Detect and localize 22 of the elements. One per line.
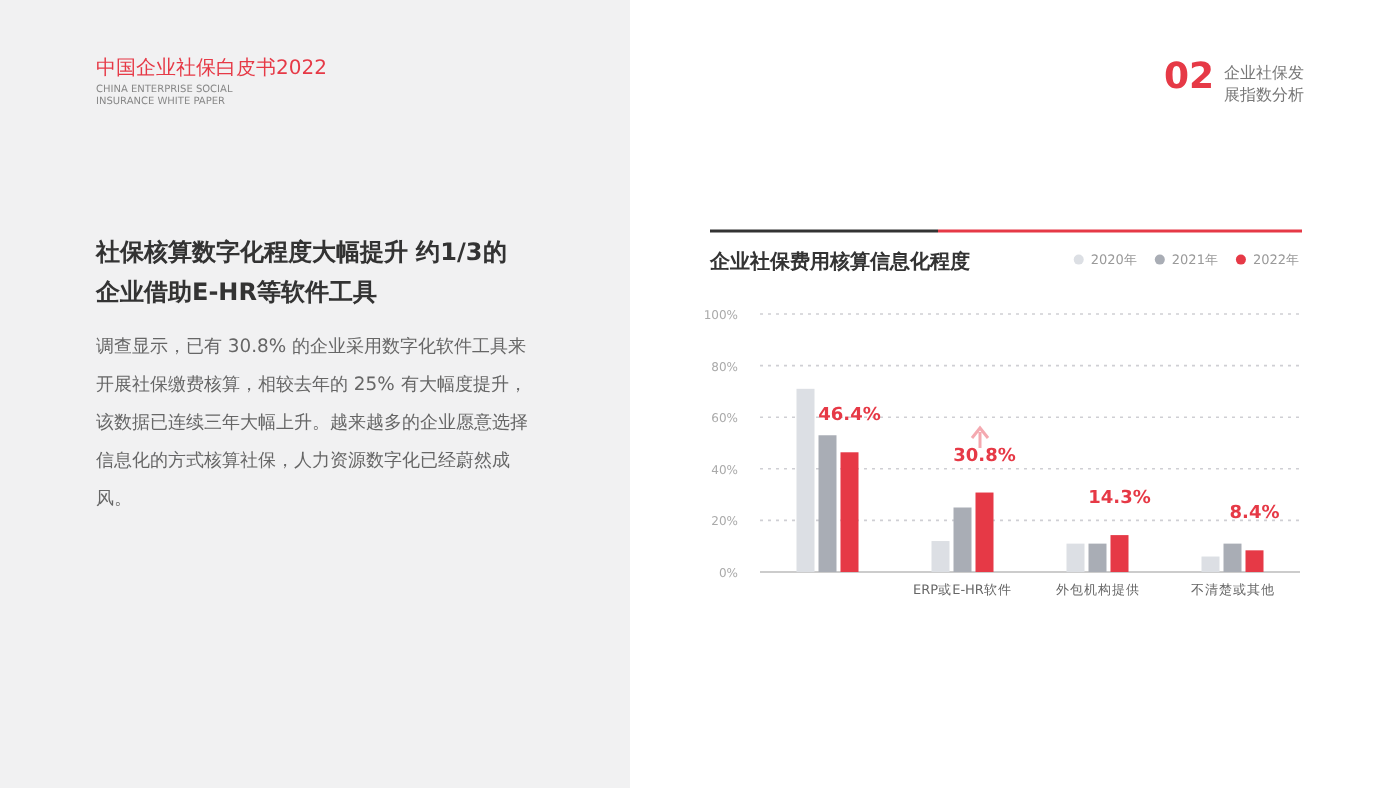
- bar: [818, 435, 837, 572]
- bar: [1066, 543, 1085, 572]
- text: 企业社保发展指数分析: [1224, 62, 1306, 106]
- bar: [1245, 550, 1264, 572]
- data-label: 8.4%: [1229, 504, 1280, 525]
- text: 社保核算数字化程度大幅提升 约1/3的企业借助E-HR等软件工具: [96, 236, 509, 310]
- data-label: 46.4%: [818, 406, 881, 427]
- chart-title: 企业社保费用核算信息化程度: [708, 250, 970, 274]
- bar: [1088, 543, 1107, 572]
- text: 调查显示，已有 30.8% 的企业采用数字化软件工具来开展社保缴费核算，相较去年的 25% 有大幅度提升，该数据已连续三年大幅上升。越来越多的企业愿意选择信息化的方式核算社保，人力资源数字化已经蔚然成风。: [96, 334, 530, 514]
- data-label: 30.8%: [953, 446, 1016, 467]
- bar: [1110, 535, 1129, 572]
- bar: [931, 541, 950, 572]
- text: 中国企业社保白皮书2022: [96, 55, 327, 82]
- bar: [1223, 543, 1242, 572]
- text: 02: [1164, 56, 1215, 98]
- data-label: 14.3%: [1088, 489, 1151, 510]
- bar: [1201, 556, 1220, 572]
- bar: [840, 452, 859, 572]
- bar: [953, 507, 972, 572]
- bar: [796, 388, 815, 572]
- bar: [975, 492, 994, 572]
